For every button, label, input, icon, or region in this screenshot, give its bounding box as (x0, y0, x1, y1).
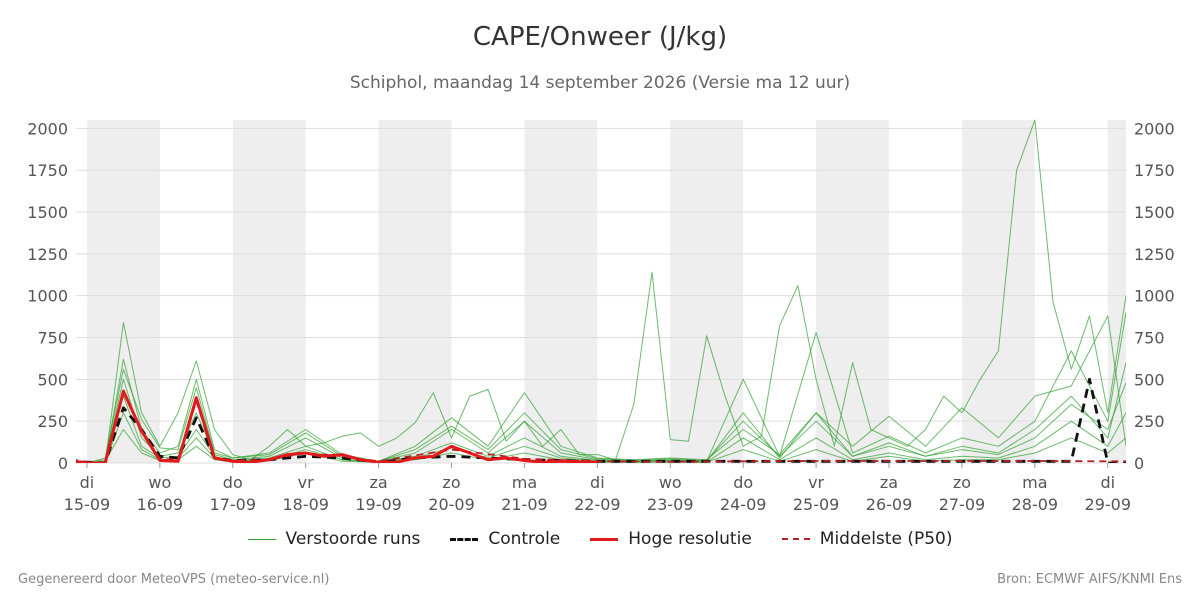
x-tick-date: 16-09 (137, 495, 184, 514)
legend-label-median: Middelste (P50) (819, 529, 953, 549)
footer-credit: Gegenereerd door MeteoVPS (meteo-service… (18, 572, 330, 587)
y-tick-label: 1750 (1134, 161, 1175, 180)
x-axis: di 15-09 wo 16-09 do 17-09 vr 18-09 za 19-09 zo 20-… (64, 463, 1131, 514)
y-tick-label: 750 (1134, 329, 1165, 348)
shaded-day-band (961, 120, 1035, 463)
x-tick-date: 20-09 (428, 495, 475, 514)
legend-swatch-median (781, 538, 810, 540)
x-tick-weekday: za (880, 473, 898, 492)
x-tick-date: 26-09 (866, 495, 913, 514)
y-tick-label: 250 (1134, 412, 1165, 431)
y-axis-right: 0 250 500 750 1000 1250 1500 1750 2000 (1134, 119, 1175, 473)
legend: Verstoorde runs Controle Hoge resolutie … (0, 529, 1200, 549)
x-tick-date: 21-09 (501, 495, 548, 514)
shaded-day-band (378, 120, 452, 463)
x-tick-date: 27-09 (939, 495, 986, 514)
x-tick-date: 17-09 (210, 495, 257, 514)
y-tick-label: 0 (58, 454, 68, 473)
y-tick-label: 1500 (1134, 203, 1175, 222)
x-tick-date: 28-09 (1012, 495, 1059, 514)
shaded-day-band (524, 120, 598, 463)
y-tick-label: 1000 (27, 287, 68, 306)
x-tick-weekday: ma (1022, 473, 1047, 492)
series-line-verstoorde-runs (76, 119, 1126, 463)
shaded-day-band (670, 120, 744, 463)
y-tick-label: 750 (37, 329, 68, 348)
y-tick-label: 500 (37, 370, 68, 389)
chart-subtitle: Schiphol, maandag 14 september 2026 (Ver… (349, 73, 851, 93)
y-axis-left: 0 250 500 750 1000 1250 1500 1750 2000 (27, 119, 68, 473)
x-tick-weekday: vr (298, 473, 314, 492)
y-tick-label: 2000 (27, 119, 68, 138)
x-tick-weekday: vr (808, 473, 824, 492)
legend-item-hires[interactable]: Hoge resolutie (590, 529, 752, 549)
y-tick-label: 1750 (27, 161, 68, 180)
shaded-day-band (816, 120, 890, 463)
x-tick-weekday: di (590, 473, 605, 492)
x-tick-weekday: zo (442, 473, 460, 492)
x-tick-date: 25-09 (793, 495, 840, 514)
x-tick-date: 29-09 (1085, 495, 1132, 514)
x-tick-date: 19-09 (355, 495, 402, 514)
x-tick-date: 23-09 (647, 495, 694, 514)
y-tick-label: 1500 (27, 203, 68, 222)
x-tick-date: 15-09 (64, 495, 111, 514)
shaded-day-band (232, 120, 306, 463)
series-line-verstoorde-runs (76, 312, 1126, 463)
legend-label-control: Controle (488, 529, 561, 549)
legend-swatch-control (450, 537, 479, 541)
weekend-shading (86, 120, 1126, 463)
x-tick-weekday: za (370, 473, 388, 492)
x-tick-weekday: zo (953, 473, 971, 492)
y-tick-label: 1000 (1134, 287, 1175, 306)
series-lines (76, 119, 1126, 463)
x-tick-date: 24-09 (720, 495, 767, 514)
legend-item-perturbed[interactable]: Verstoorde runs (247, 529, 421, 549)
x-tick-weekday: wo (659, 473, 682, 492)
x-tick-weekday: di (80, 473, 95, 492)
y-tick-label: 0 (1134, 454, 1144, 473)
shaded-day-band (86, 120, 160, 463)
x-tick-weekday: wo (148, 473, 171, 492)
x-tick-date: 18-09 (282, 495, 329, 514)
series-line-hoge-resolutie (76, 389, 598, 463)
legend-item-median[interactable]: Middelste (P50) (781, 529, 953, 549)
x-tick-weekday: do (223, 473, 243, 492)
x-tick-weekday: ma (512, 473, 537, 492)
y-tick-label: 1250 (1134, 245, 1175, 264)
legend-item-control[interactable]: Controle (450, 529, 560, 549)
grid-lines (76, 127, 1126, 464)
y-tick-label: 250 (37, 412, 68, 431)
legend-label-perturbed: Verstoorde runs (285, 529, 421, 549)
legend-label-hires: Hoge resolutie (628, 529, 752, 549)
x-tick-weekday: do (733, 473, 753, 492)
x-tick-weekday: di (1100, 473, 1115, 492)
shaded-day-band (1107, 120, 1126, 463)
series-line-middelste-p50 (76, 391, 1126, 463)
y-tick-label: 2000 (1134, 119, 1175, 138)
y-tick-label: 1250 (27, 245, 68, 264)
footer-source: Bron: ECMWF AIFS/KNMI Ens (997, 572, 1182, 587)
x-tick-date: 22-09 (574, 495, 621, 514)
legend-swatch-perturbed (247, 538, 276, 540)
chart-title: CAPE/Onweer (J/kg) (472, 22, 728, 52)
legend-swatch-hires (590, 537, 619, 541)
y-tick-label: 500 (1134, 370, 1165, 389)
series-line-verstoorde-runs (76, 362, 1126, 463)
